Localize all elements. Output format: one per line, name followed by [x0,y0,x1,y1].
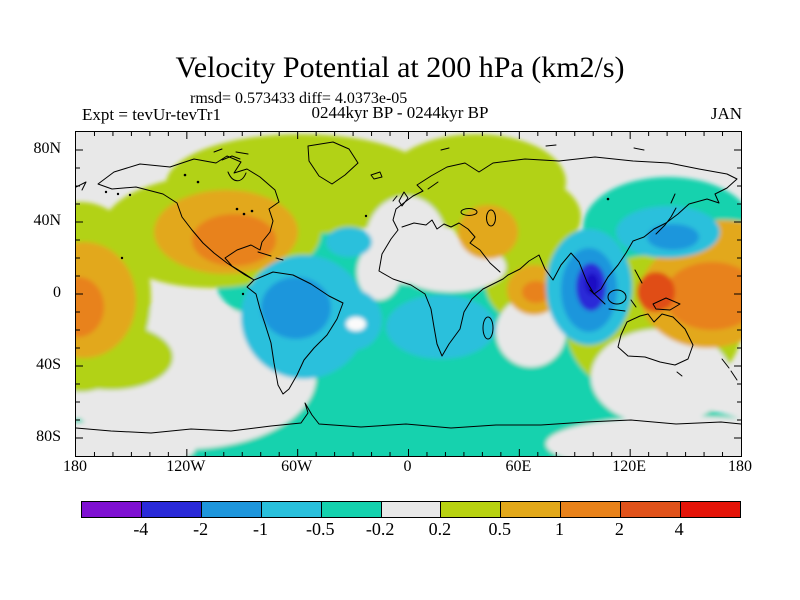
coast-iceland [370,171,383,180]
contour-blob-medblue [261,277,331,339]
colorbar-level-label: 1 [555,519,565,539]
contour-fill-layer [76,134,741,456]
contour-blob-gray [591,329,731,425]
lon-axis-label: 60E [505,458,532,475]
lon-axis-label: 180 [728,458,752,475]
coastlines-layer [76,141,741,434]
colorbar-segment [500,502,561,517]
lakes-islands-specks [104,173,610,296]
lon-axis-label: 120E [612,458,647,475]
contour-blob-orange [664,262,741,330]
coast-japan [655,207,677,235]
coast-caspian-sea [486,209,496,227]
colorbar-level-label: 0.5 [488,519,511,539]
contour-blob-gray [357,244,401,300]
longitude-axis: 180 120W 60W 0 60E 120E 180 [63,458,752,480]
coast-new-zealand [721,358,738,381]
colorbar-segment [380,502,441,517]
contour-blob-gray [546,416,741,456]
lat-axis-label: 80S [36,428,61,445]
contour-blob-orange [192,214,276,266]
plot-title: Velocity Potential at 200 hPa (km2/s) [175,51,625,84]
coast-tasmania [676,371,683,377]
coast-svalbard [440,147,450,151]
colorbar-segment [560,502,621,517]
coast-eurasia-africa [378,156,738,357]
coast-baltic [427,181,439,190]
colorbar-segment [620,502,681,517]
lat-axis-label: 40S [36,356,61,373]
contour-blob-navy [585,273,599,295]
contour-blob-medblue [647,224,699,250]
colorbar-segment [260,502,321,517]
coast-java [608,308,626,312]
contour-map [76,132,741,456]
colorbar-level-label: -1 [252,519,268,539]
colorbar-segment [440,502,501,517]
contour-blob-redorange [637,272,675,312]
coast-hudson-bay [227,171,247,182]
coast-hispaniola [275,257,284,261]
coast-south-america [246,271,344,395]
world-map-panel [75,131,742,457]
contour-blob-white [346,317,366,331]
coast-borneo [607,289,627,305]
coast-madagascar [482,316,494,340]
colorbar-level-label: 0.2 [428,519,452,539]
contour-blob-cyan [386,295,496,359]
contour-blob-cyan [326,227,372,257]
coast-new-guinea [652,297,681,311]
colorbar-level-label: 2 [614,519,624,539]
colorbar-segment [200,502,261,517]
lon-axis-label: 0 [403,458,412,475]
colorbar-segment [680,502,740,517]
lat-axis-label: 0 [53,284,61,301]
colorbar-segment [320,502,381,517]
coast-arctic-islands [213,148,249,161]
coast-sakhalin [670,193,676,204]
coast-siberian-islands [545,144,645,151]
lon-axis-label: 180 [63,458,87,475]
colorbar-segment [82,502,141,517]
contour-blob-orange [76,277,104,337]
coast-cuba [257,251,272,257]
coast-chukotka [76,181,87,191]
map-ticks [76,132,741,456]
experiment-label: Expt = tevUr-tevTr1 [82,105,221,124]
lon-axis-label: 120W [166,458,206,475]
coast-black-sea [460,208,478,216]
coast-britain [398,191,409,207]
coast-greenland [307,141,359,185]
lat-axis-label: 40N [33,212,61,229]
contour-blob-orange [522,281,550,303]
rmsd-diff-line: rmsd= 0.573433 diff= 4.0373e-05 [190,90,408,107]
contour-blob-gold [458,205,518,259]
contour-blob-gray [496,297,566,367]
lat-axis-label: 80N [33,140,61,157]
colorbar-level-label: -2 [193,519,209,539]
month-label: JAN [710,104,742,123]
coast-ireland [392,195,398,202]
coast-mediterranean [401,219,501,273]
coast-philippines [634,269,643,284]
colorbar-labels: -4 -2 -1 -0.5 -0.2 0.2 0.5 1 2 4 [81,519,739,543]
coast-sumatra [589,289,606,305]
colorbar-level-label: -0.5 [306,519,335,539]
colorbar-segment [140,502,201,517]
coast-north-america [97,155,280,281]
colorbar-level-label: 4 [674,519,684,539]
colorbar-level-label: -4 [133,519,149,539]
coast-antarctica [76,402,741,434]
coast-australia [617,313,694,366]
coast-sulawesi [630,299,637,308]
period-line: 0244kyr BP - 0244kyr BP [311,103,489,122]
colorbar-level-label: -0.2 [365,519,395,539]
colorbar [81,501,741,518]
lon-axis-label: 60W [281,458,313,475]
latitude-axis: 80N 40N 0 40S 80S [0,131,68,455]
